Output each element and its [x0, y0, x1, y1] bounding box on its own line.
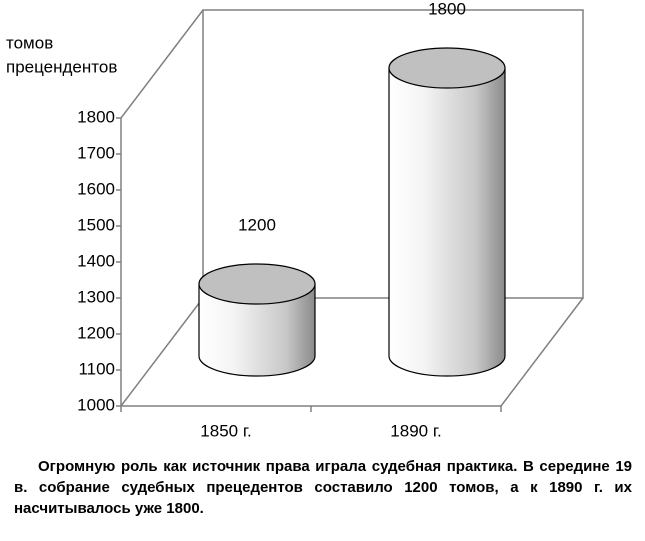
- y-tick-label: 1800: [77, 107, 115, 126]
- caption: Огромную роль как источник права играла …: [14, 458, 632, 517]
- y-tick-label: 1700: [77, 143, 115, 162]
- y-tick-label: 1500: [77, 215, 115, 234]
- x-tick-label: 1890 г.: [390, 421, 441, 440]
- y-tick-label: 1000: [77, 395, 115, 414]
- cylinder-body: [388, 67, 506, 377]
- y-axis-label: прецендентов: [6, 57, 117, 76]
- cylinder-top: [388, 47, 506, 89]
- y-tick-label: 1300: [77, 287, 115, 306]
- cylinder-body: [198, 283, 316, 377]
- y-axis-label: томов: [6, 33, 53, 52]
- chart: томов прецендентов 1000 1100 1200 1300 1400 1…: [6, 0, 584, 440]
- value-label: 1800: [428, 0, 466, 18]
- y-tick-label: 1400: [77, 251, 115, 270]
- frame: [120, 9, 584, 407]
- y-tick-label: 1100: [78, 359, 115, 378]
- x-tick-label: 1850 г.: [200, 421, 251, 440]
- y-tick-label: 1600: [77, 179, 115, 198]
- y-tick-label: 1200: [77, 323, 115, 342]
- value-label: 1200: [238, 215, 276, 234]
- cylinder-top: [198, 263, 316, 305]
